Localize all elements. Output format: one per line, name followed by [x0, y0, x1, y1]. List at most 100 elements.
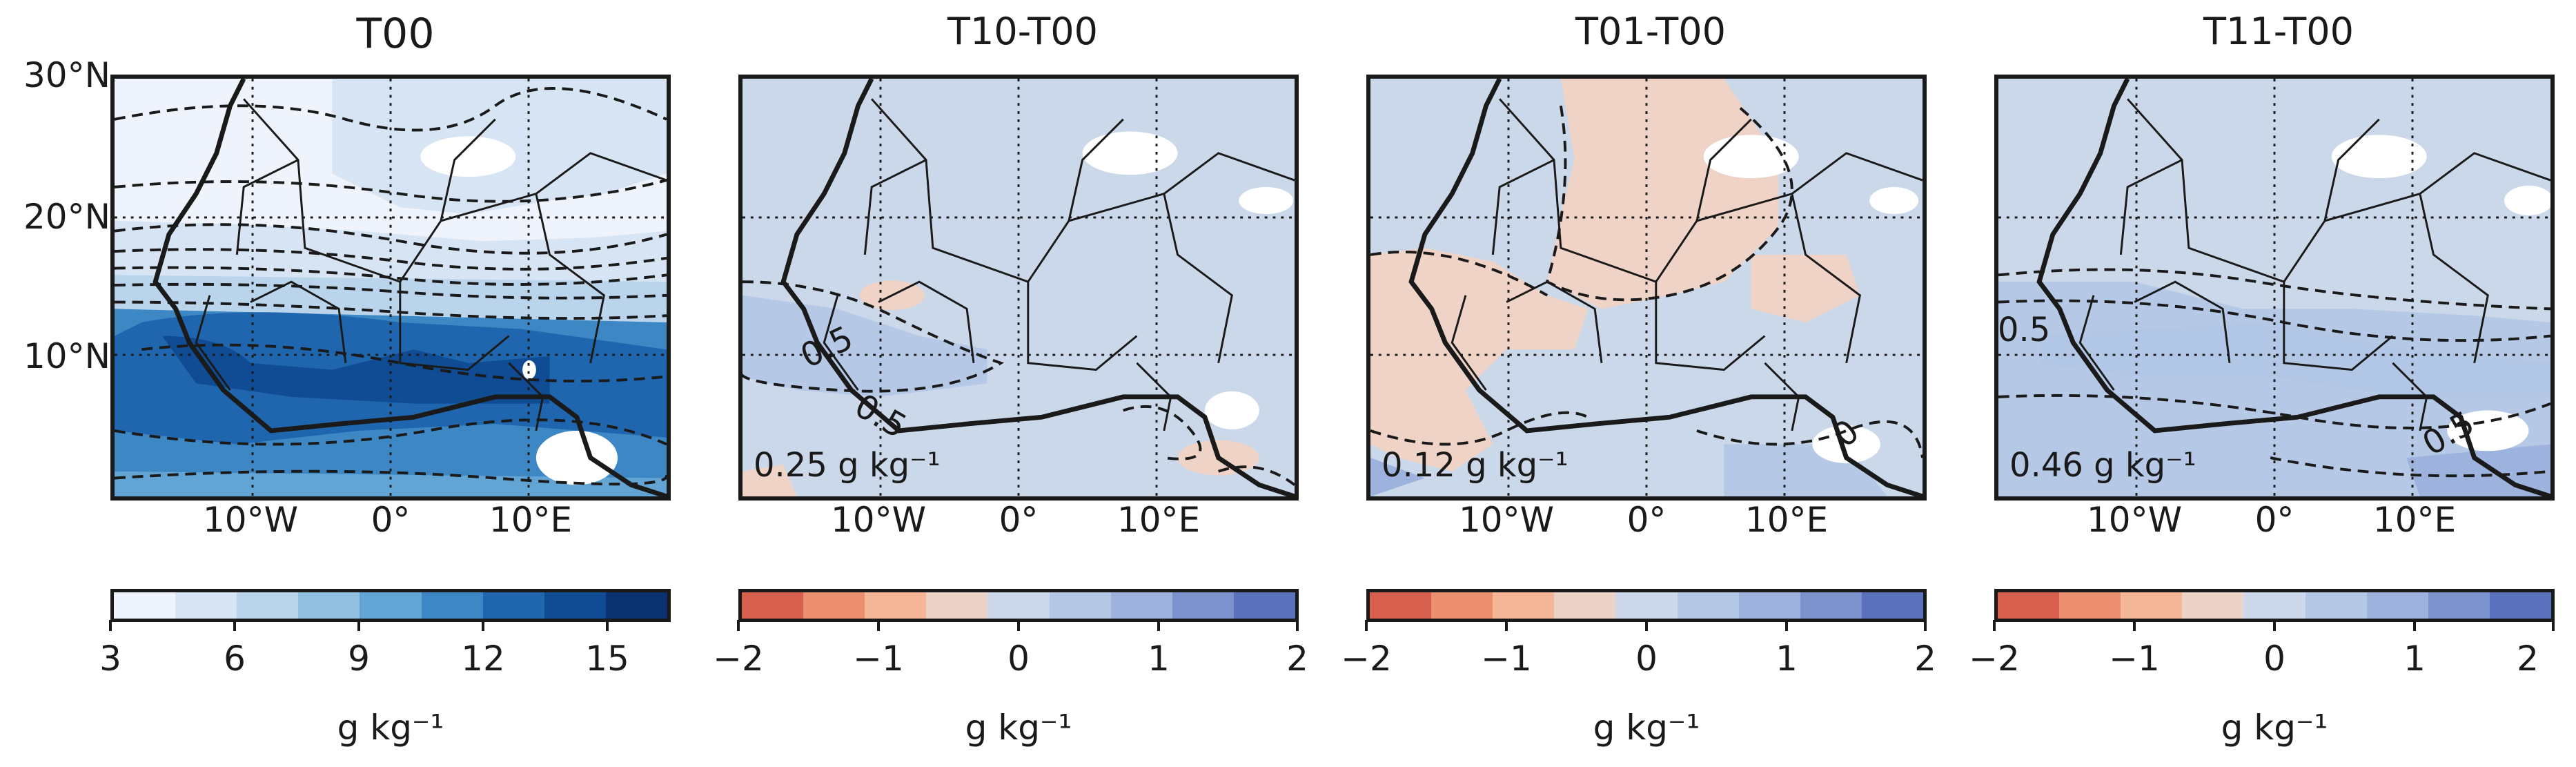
colorbar-bin [482, 592, 544, 619]
colorbar-bin [2305, 592, 2367, 619]
colorbar-bin [1493, 592, 1555, 619]
colorbar-bin [1738, 592, 1800, 619]
map-panel-t10 [738, 75, 1299, 501]
colorbar-bin [298, 592, 360, 619]
colorbar-tick-label: 2 [1286, 639, 1308, 679]
colorbar-tick [606, 620, 609, 631]
colorbar-bin [544, 592, 606, 619]
colorbar-bin [1554, 592, 1616, 619]
colorbar-bin [237, 592, 299, 619]
colorbar-t01 [1366, 589, 1927, 622]
map-panel-t11 [1994, 75, 2555, 501]
mean-label-t01: 0.12 g kg⁻¹ [1382, 446, 1569, 485]
panel-title-t01: T01-T00 [1575, 10, 1726, 53]
panel-title-t00: T00 [356, 10, 435, 58]
mean-label-t11: 0.46 g kg⁻¹ [2009, 446, 2196, 485]
colorbar-tick-label: 1 [1148, 639, 1170, 679]
colorbar-tick [357, 620, 360, 631]
colorbar-tick-label: −1 [853, 639, 904, 679]
colorbar-bin [865, 592, 927, 619]
lat-label-20n: 20°N [23, 197, 110, 237]
colorbar-bin [1800, 592, 1862, 619]
lon-label-10w: 10°W [202, 500, 299, 540]
lon-label-0: 0° [1626, 500, 1666, 540]
colorbar-bin [1615, 592, 1678, 619]
lon-label-10e: 10°E [1117, 500, 1201, 540]
colorbar-tick [737, 620, 740, 631]
colorbar-unit-label: g kg⁻¹ [1593, 708, 1700, 748]
colorbar-bin [1677, 592, 1739, 619]
colorbar-bin [2059, 592, 2121, 619]
colorbar-tick-label: 0 [2263, 639, 2285, 679]
colorbar-bin [1998, 592, 2060, 619]
lat-label-30n: 30°N [23, 55, 110, 95]
colorbar-bin [1110, 592, 1172, 619]
colorbar-unit-label: g kg⁻¹ [965, 708, 1072, 748]
lon-label-10e: 10°E [489, 500, 573, 540]
colorbar-bin [926, 592, 988, 619]
colorbar-tick [1645, 620, 1648, 631]
colorbar-bin [114, 592, 176, 619]
map-panel-t00 [110, 75, 671, 501]
colorbar-bin [1233, 592, 1295, 619]
colorbar-bin [175, 592, 237, 619]
colorbar-bin [2489, 592, 2551, 619]
colorbar-bin [2366, 592, 2428, 619]
colorbar-bin [1172, 592, 1234, 619]
colorbar-tick [233, 620, 236, 631]
panel-title-t11: T11-T00 [2203, 10, 2354, 53]
colorbar-tick-label: −1 [2109, 639, 2160, 679]
map-t11-graphic [1998, 79, 2550, 496]
colorbar-tick-label: 2 [1914, 639, 1936, 679]
colorbar-tick [2273, 620, 2276, 631]
colorbar-tick [1924, 620, 1927, 631]
colorbar-tick [1296, 620, 1299, 631]
colorbar-tick-label: 3 [99, 639, 121, 679]
colorbar-tick-label: 2 [2517, 639, 2539, 679]
colorbar-tick-label: 0 [1007, 639, 1030, 679]
lon-label-0: 0° [371, 500, 411, 540]
colorbar-tick [1993, 620, 1996, 631]
map-t01-graphic [1370, 79, 1923, 496]
colorbar-tick [1157, 620, 1160, 631]
colorbar-bin [803, 592, 865, 619]
lon-label-10w: 10°W [830, 500, 927, 540]
colorbar-t10 [738, 589, 1299, 622]
map-panel-t01 [1366, 75, 1927, 501]
colorbar-tick [1785, 620, 1788, 631]
mean-label-t10: 0.25 g kg⁻¹ [754, 446, 941, 485]
lon-label-0: 0° [999, 500, 1039, 540]
colorbar-tick-label: 1 [1776, 639, 1798, 679]
lon-label-10w: 10°W [2086, 500, 2183, 540]
colorbar-bin [421, 592, 483, 619]
colorbar-bin [1049, 592, 1111, 619]
lon-label-10e: 10°E [2372, 500, 2457, 540]
colorbar-tick [2413, 620, 2416, 631]
colorbar-unit-label: g kg⁻¹ [337, 708, 444, 748]
colorbar-t00 [110, 589, 671, 622]
colorbar-tick [1365, 620, 1368, 631]
colorbar-bin [987, 592, 1050, 619]
colorbar-tick [2133, 620, 2136, 631]
colorbar-bin [2243, 592, 2305, 619]
colorbar-tick [109, 620, 112, 631]
colorbar-unit-label: g kg⁻¹ [2221, 708, 2328, 748]
colorbar-bin [360, 592, 422, 619]
colorbar-t11 [1994, 589, 2555, 622]
colorbar-tick-label: −2 [713, 639, 764, 679]
colorbar-tick [1017, 620, 1020, 631]
map-t10-graphic [743, 79, 1295, 496]
lon-label-10e: 10°E [1744, 500, 1829, 540]
colorbar-tick-label: 12 [461, 639, 505, 679]
colorbar-bin [1370, 592, 1432, 619]
lat-label-10n: 10°N [23, 336, 110, 376]
colorbar-bin [2182, 592, 2244, 619]
map-t00-graphic [115, 79, 667, 496]
colorbar-tick-label: −1 [1481, 639, 1532, 679]
colorbar-bin [742, 592, 804, 619]
colorbar-tick [482, 620, 484, 631]
colorbar-bin [2428, 592, 2490, 619]
colorbar-bin [1431, 592, 1493, 619]
colorbar-tick-label: 0 [1635, 639, 1658, 679]
colorbar-tick-label: 6 [224, 639, 246, 679]
